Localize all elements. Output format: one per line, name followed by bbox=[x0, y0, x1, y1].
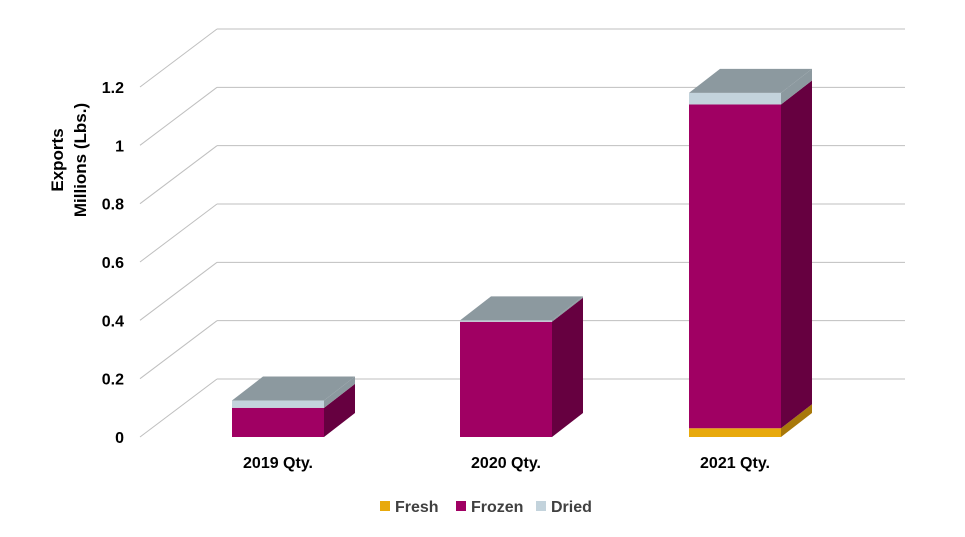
gridline-diagonal bbox=[139, 261, 218, 321]
bar-side-frozen bbox=[324, 383, 355, 437]
gridline-diagonal bbox=[139, 203, 218, 263]
bar-segment-dried bbox=[689, 92, 781, 105]
y-axis-label-line-1: Exports bbox=[48, 128, 67, 191]
bar-side-frozen bbox=[552, 297, 583, 437]
y-axis-label-line-2: Millions (Lbs.) bbox=[71, 103, 90, 217]
x-category-label: 2020 Qty. bbox=[471, 455, 541, 472]
gridline-diagonal bbox=[139, 378, 218, 438]
gridline-diagonal bbox=[139, 28, 218, 88]
bar-segment-fresh bbox=[689, 428, 781, 437]
x-category-label: 2021 Qty. bbox=[700, 455, 770, 472]
gridline-diagonal bbox=[139, 86, 218, 146]
bar-segment-frozen bbox=[460, 321, 552, 437]
bar-segment-frozen bbox=[232, 407, 324, 437]
legend-label-fresh: Fresh bbox=[395, 499, 439, 516]
legend-label-frozen: Frozen bbox=[471, 499, 523, 516]
legend: Fresh Frozen Dried bbox=[380, 499, 592, 516]
bar-top bbox=[232, 376, 355, 401]
y-tick-label: 0.8 bbox=[102, 197, 124, 214]
legend-label-dried: Dried bbox=[551, 499, 592, 516]
legend-swatch-dried bbox=[536, 501, 546, 511]
bar-side-fresh bbox=[781, 404, 812, 437]
y-tick-label: 0.2 bbox=[102, 372, 124, 389]
gridline-diagonal bbox=[139, 145, 218, 205]
bar-segment-dried bbox=[460, 320, 552, 322]
gridline-diagonal bbox=[139, 320, 218, 380]
bar-top bbox=[460, 296, 583, 321]
legend-swatch-fresh bbox=[380, 501, 390, 511]
y-axis-ticks: 0 0.2 0.4 0.6 0.8 1 1.2 bbox=[102, 80, 124, 447]
x-axis-categories: 2019 Qty. 2020 Qty. 2021 Qty. bbox=[243, 455, 770, 472]
bar-side-frozen bbox=[781, 80, 812, 429]
y-tick-label: 0 bbox=[115, 430, 124, 447]
bars bbox=[232, 68, 812, 437]
bar-segment-dried bbox=[232, 400, 324, 408]
bar-top bbox=[689, 68, 812, 93]
y-tick-label: 1.2 bbox=[102, 80, 124, 97]
bar-side-dried bbox=[324, 376, 355, 408]
bar-side-dried bbox=[781, 68, 812, 105]
x-category-label: 2019 Qty. bbox=[243, 455, 313, 472]
legend-swatch-frozen bbox=[456, 501, 466, 511]
y-tick-label: 0.6 bbox=[102, 255, 124, 272]
y-tick-label: 1 bbox=[115, 138, 124, 155]
bar-segment-frozen bbox=[689, 104, 781, 429]
y-tick-label: 0.4 bbox=[102, 313, 124, 330]
bar-side-dried bbox=[552, 296, 583, 322]
